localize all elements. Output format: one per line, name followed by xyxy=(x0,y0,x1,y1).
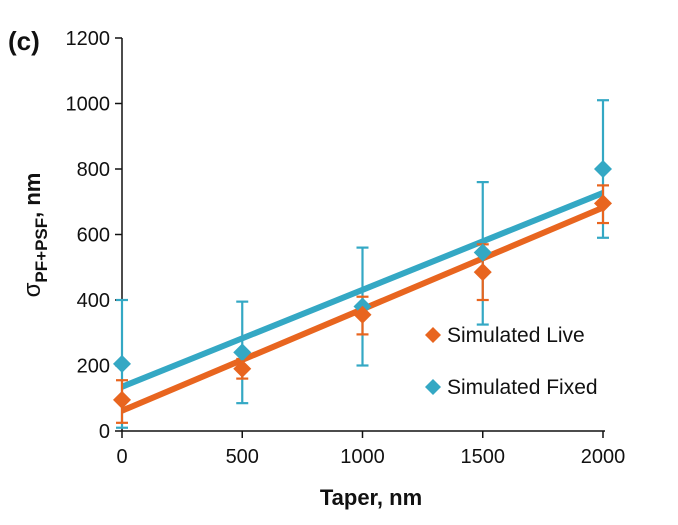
legend-label-fixed: Simulated Fixed xyxy=(447,376,598,399)
data-point-fixed xyxy=(594,160,612,178)
legend-marker-fixed xyxy=(425,379,441,395)
x-tick-label: 1000 xyxy=(340,446,385,468)
data-point-live xyxy=(233,359,252,378)
y-axis-title-main: σ xyxy=(19,282,46,297)
legend-label-live: Simulated Live xyxy=(447,324,585,347)
data-point-live xyxy=(113,390,131,409)
y-tick-label: 600 xyxy=(77,225,110,247)
series-layer xyxy=(113,99,612,429)
x-axis-ticks: 0 500 1000 1500 2000 xyxy=(116,431,625,468)
legend-item-live: Simulated Live xyxy=(425,324,585,347)
y-axis-title-subscript: PF+PSF xyxy=(32,218,51,283)
data-point-live xyxy=(473,263,492,282)
y-axis-ticks: 0 200 400 600 800 1000 1200 xyxy=(66,28,122,443)
legend: Simulated Live Simulated Fixed xyxy=(425,324,598,399)
x-axis-title: Taper, nm xyxy=(320,485,422,510)
y-tick-label: 1200 xyxy=(66,28,111,50)
data-point-fixed xyxy=(233,343,252,362)
data-point-fixed xyxy=(113,354,131,373)
y-axis-title-unit: , nm xyxy=(20,173,45,218)
x-tick-label: 500 xyxy=(226,446,259,468)
x-tick-label: 1500 xyxy=(461,446,506,468)
legend-marker-live xyxy=(425,327,441,343)
y-tick-label: 800 xyxy=(77,159,110,181)
legend-item-fixed: Simulated Fixed xyxy=(425,376,598,399)
y-axis-title: σPF+PSF, nm xyxy=(19,173,51,298)
data-point-fixed xyxy=(473,243,492,262)
y-tick-label: 0 xyxy=(99,421,110,443)
svg-text:σPF+PSF, nm: σPF+PSF, nm xyxy=(19,173,51,298)
y-tick-label: 200 xyxy=(77,356,110,378)
data-point-live xyxy=(594,194,612,213)
y-tick-label: 1000 xyxy=(66,94,111,116)
y-tick-label: 400 xyxy=(77,290,110,312)
x-tick-label: 0 xyxy=(116,446,127,468)
x-tick-label: 2000 xyxy=(581,446,626,468)
panel-label: (c) xyxy=(8,26,40,56)
data-point-live xyxy=(353,305,372,324)
